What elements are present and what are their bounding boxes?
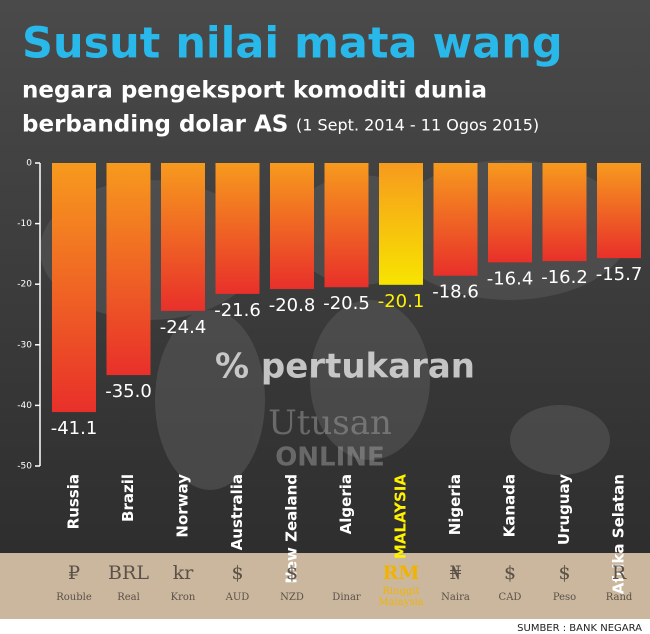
- y-tick-label: -20: [17, 280, 32, 290]
- bar: [433, 163, 478, 276]
- currency: ₽ Rouble: [47, 560, 101, 603]
- x-tick-label: Uruguay: [555, 474, 573, 545]
- y-tick-label: -10: [17, 219, 32, 229]
- value-label: -16.4: [487, 268, 534, 289]
- x-tick-label: Kanada: [501, 474, 519, 537]
- watermark: Utusan: [268, 403, 392, 443]
- bar: [324, 163, 369, 288]
- x-tick-label: Norway: [174, 474, 192, 538]
- currency-symbol: $: [503, 562, 517, 584]
- bar: [270, 163, 314, 290]
- watermark: ONLINE: [275, 443, 385, 473]
- bar: [161, 163, 205, 311]
- currency-symbol: $: [285, 562, 299, 584]
- source: SUMBER : BANK NEGARA: [517, 623, 642, 634]
- date-range: (1 Sept. 2014 - 11 Ogos 2015): [296, 116, 539, 135]
- currency-name: Rouble: [56, 592, 92, 603]
- value-label: -24.4: [160, 317, 207, 338]
- value-label: -20.1: [378, 291, 425, 312]
- currency: Dinar: [320, 560, 374, 603]
- currency: $ AUD: [211, 560, 265, 603]
- y-tick-label: 0: [26, 159, 32, 169]
- value-label: -21.6: [214, 300, 261, 321]
- currency: RM Ringgit Malaysia: [374, 560, 428, 608]
- currency-symbol: RM: [382, 562, 420, 584]
- value-label: -16.2: [541, 267, 588, 288]
- bar: [106, 163, 151, 376]
- x-tick-label: Afrika Selatan: [610, 474, 628, 594]
- currency-symbol: R: [611, 562, 627, 584]
- y-tick-label: -40: [17, 401, 32, 411]
- currency-name: Real: [117, 592, 140, 603]
- value-label: -18.6: [432, 282, 479, 303]
- bar: [52, 163, 96, 413]
- value-label: -41.1: [51, 418, 98, 439]
- currency-name: Naira: [441, 592, 470, 603]
- value-label: -35.0: [105, 381, 152, 402]
- bar: [542, 163, 587, 262]
- x-tick-label: Algeria: [337, 474, 355, 534]
- bar: [488, 163, 532, 263]
- currency-symbol: ₦: [449, 562, 462, 584]
- currency-name: Rand: [605, 592, 633, 603]
- x-tick-label: Australia: [228, 474, 246, 550]
- currency: $ CAD: [483, 560, 537, 603]
- currency: R Rand: [592, 560, 646, 603]
- currency: $ NZD: [265, 560, 319, 603]
- x-tick-label: Brazil: [119, 474, 137, 522]
- currency-symbol: [320, 560, 374, 586]
- x-tick-label: Nigeria: [446, 474, 464, 535]
- currency-band: [0, 553, 650, 619]
- currency: kr Kron: [156, 560, 210, 603]
- currency-name: Peso: [552, 592, 577, 603]
- bar: [379, 163, 423, 285]
- y-tick-label: -30: [17, 340, 32, 350]
- subtitle: berbanding dolar AS: [22, 112, 288, 138]
- value-label: -15.7: [596, 264, 643, 285]
- currency-name: Dinar: [332, 592, 361, 603]
- value-label: -20.5: [323, 293, 370, 314]
- currency: ₦ Naira: [429, 560, 483, 603]
- bar: [597, 163, 641, 259]
- currency-name: Kron: [170, 592, 196, 603]
- currency-symbol: $: [231, 562, 244, 584]
- currency-symbol: $: [558, 562, 571, 584]
- annotation: % pertukaran: [215, 347, 475, 387]
- currency-name: Ringgit Malaysia: [378, 586, 424, 608]
- y-tick-label: -50: [17, 462, 32, 472]
- currency-symbol: ₽: [67, 562, 81, 584]
- value-label: -20.8: [269, 295, 316, 316]
- currency-name: CAD: [498, 592, 522, 603]
- currency: BRL Real: [102, 560, 156, 603]
- x-tick-label: New Zealand: [283, 474, 301, 584]
- chart-title: Susut nilai mata wang: [22, 19, 563, 69]
- currency-symbol: kr: [172, 562, 194, 584]
- currency: $ Peso: [538, 560, 592, 603]
- currency-symbol: BRL: [108, 562, 149, 584]
- currency-name: AUD: [225, 592, 250, 603]
- x-tick-label: MALAYSIA: [392, 474, 410, 560]
- subtitle: negara pengeksport komoditi dunia: [22, 78, 487, 104]
- currency-name: NZD: [280, 592, 304, 603]
- bar: [215, 163, 260, 294]
- x-tick-label: Russia: [65, 474, 83, 529]
